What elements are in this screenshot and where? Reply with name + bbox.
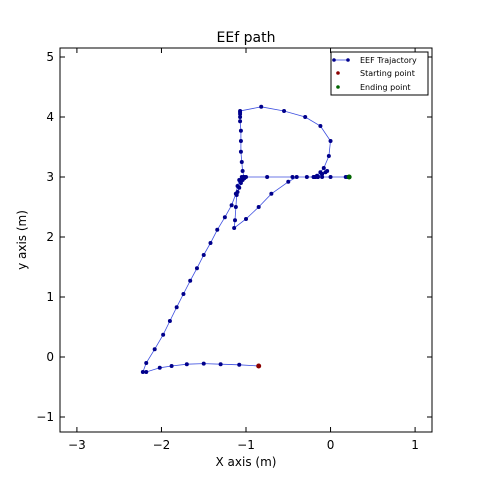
- legend-label-end: Ending point: [360, 83, 411, 92]
- trajectory-point: [240, 178, 245, 182]
- y-tick-label: 0: [46, 350, 54, 364]
- trajectory-point: [256, 205, 261, 209]
- trajectory-point: [235, 190, 240, 194]
- y-tick-label: 3: [46, 170, 54, 184]
- trajectory-point: [286, 179, 291, 184]
- trajectory-point: [303, 115, 308, 119]
- legend: EEF Trajactory Starting point Ending point: [330, 51, 429, 96]
- trajectory-line: [142, 106, 350, 373]
- trajectory-point: [218, 362, 223, 367]
- trajectory-point: [320, 172, 325, 176]
- trajectory-point: [328, 139, 333, 143]
- trajectory-point: [184, 362, 189, 367]
- trajectory-point: [167, 319, 172, 323]
- trajectory-point: [140, 370, 145, 374]
- y-tick-label: 5: [46, 50, 54, 64]
- trajectory-point: [237, 185, 242, 190]
- trajectory-point: [169, 364, 174, 368]
- ending-point-marker: [346, 174, 352, 180]
- trajectory-point: [311, 175, 316, 179]
- trajectory-point: [161, 332, 166, 337]
- trajectory-point: [321, 166, 326, 170]
- trajectory-point: [244, 217, 248, 221]
- trajectory-point: [282, 109, 287, 113]
- legend-trajectory-marker: [346, 58, 350, 62]
- trajectory-point: [238, 115, 243, 119]
- trajectory-point: [208, 241, 213, 245]
- trajectory-point: [144, 361, 149, 365]
- trajectory-point: [238, 149, 243, 154]
- trajectory-point: [222, 215, 227, 220]
- trajectory-point: [201, 253, 206, 257]
- trajectory-point: [326, 154, 331, 158]
- trajectory-point: [194, 266, 199, 271]
- trajectory-point: [238, 109, 243, 113]
- y-tick-label: 2: [46, 230, 54, 244]
- y-tick-label: 4: [46, 110, 54, 124]
- trajectory-point: [201, 361, 206, 366]
- trajectory-point: [240, 169, 245, 173]
- trajectory-point: [174, 305, 179, 310]
- trajectory-point: [232, 226, 237, 230]
- x-tick-label: −3: [68, 438, 86, 452]
- y-tick-label: −1: [36, 410, 54, 424]
- trajectory-point: [259, 104, 264, 109]
- trajectory-point: [238, 181, 243, 185]
- y-axis-label: y axis (m): [15, 210, 29, 270]
- trajectory-point: [304, 175, 309, 179]
- trajectory-point: [237, 362, 242, 367]
- legend-label-trajectory: EEF Trajactory: [360, 56, 417, 65]
- legend-trajectory-marker: [332, 58, 336, 62]
- trajectory-point: [215, 227, 220, 232]
- trajectory-point: [234, 193, 239, 197]
- trajectory-point: [233, 205, 238, 209]
- trajectory-point: [237, 178, 242, 182]
- trajectory-point: [239, 160, 244, 164]
- trajectory-point: [294, 175, 299, 179]
- trajectory-point: [328, 175, 333, 179]
- legend-end-marker: [336, 85, 340, 89]
- starting-point-marker: [256, 363, 262, 369]
- y-tick-label: 1: [46, 290, 54, 304]
- trajectory-point: [188, 278, 193, 283]
- trajectory-point: [325, 169, 330, 173]
- x-tick-label: 0: [327, 438, 335, 452]
- trajectory-point: [229, 203, 234, 208]
- trajectory-point: [315, 175, 320, 179]
- trajectory-point: [181, 292, 186, 296]
- x-axis-label: X axis (m): [216, 455, 277, 469]
- chart-title: EEf path: [217, 30, 276, 46]
- trajectory-point: [238, 128, 243, 133]
- trajectory-point: [144, 370, 149, 374]
- trajectory-point: [233, 218, 238, 223]
- legend-label-start: Starting point: [360, 69, 415, 78]
- trajectory-point: [318, 124, 323, 128]
- x-tick-label: −2: [153, 438, 171, 452]
- trajectory-point: [269, 191, 274, 196]
- trajectory-point: [238, 119, 243, 124]
- trajectory-point: [320, 175, 325, 179]
- trajectory-point: [238, 139, 243, 143]
- x-tick-label: 1: [411, 438, 419, 452]
- trajectory-point: [244, 175, 248, 179]
- trajectory-point: [290, 175, 295, 179]
- trajectory-point: [265, 175, 270, 179]
- legend-start-marker: [336, 71, 340, 75]
- plot-area: −3 −2 −1 0 1 −1 0 1 2 3 4 5: [36, 47, 433, 452]
- x-tick-label: −1: [237, 438, 255, 452]
- trajectory-point: [152, 347, 157, 352]
- trajectory-point: [157, 365, 162, 370]
